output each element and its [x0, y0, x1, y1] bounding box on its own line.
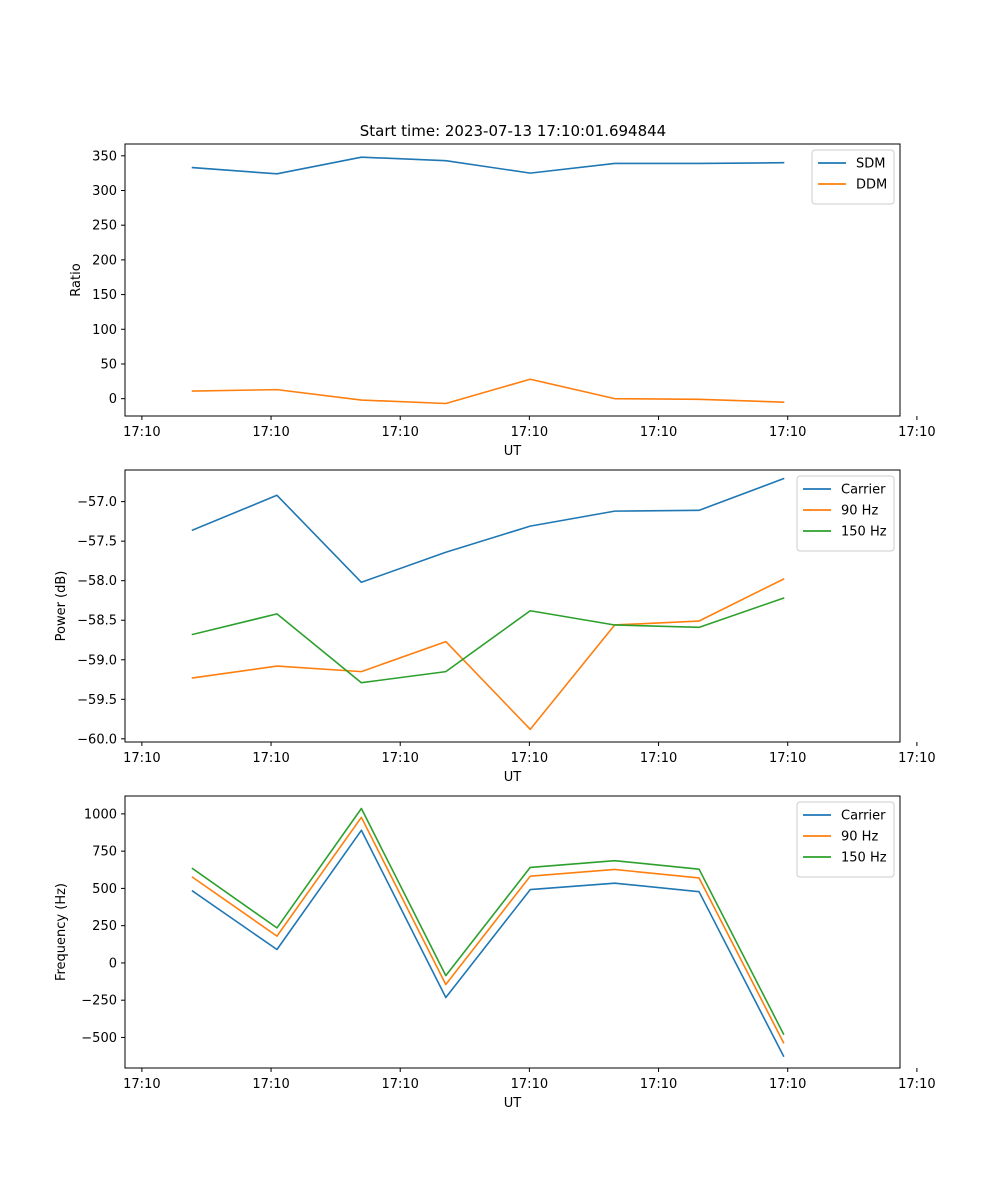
power-legend-label: 90 Hz — [841, 504, 878, 519]
frequency-x-tick-label: 17:10 — [511, 1077, 548, 1092]
ratio-y-tick-label: 350 — [92, 149, 117, 164]
power-x-tick-label: 17:10 — [640, 751, 677, 766]
power-y-axis-label: Power (dB) — [54, 571, 69, 642]
power-x-tick-label: 17:10 — [381, 751, 418, 766]
ratio-x-axis-label: UT — [504, 444, 522, 459]
ratio-legend-label: SDM — [856, 157, 885, 172]
ratio-panel: 17:10 17:10 17:10 17:10 17:10 17:10 17:10 0 50 10… — [69, 143, 936, 459]
figure-title: Start time: 2023-07-13 17:10:01.694844 — [360, 122, 666, 140]
frequency-series-carrier-line — [191, 829, 785, 1058]
frequency-x-axis-label: UT — [504, 1096, 522, 1111]
power-y-tick-label: −59.5 — [77, 693, 117, 708]
ratio-x-tick-label: 17:10 — [252, 425, 289, 440]
ratio-series-sdm-line — [191, 156, 785, 175]
power-legend-label: Carrier — [841, 483, 886, 498]
ratio-x-tick-label: 17:10 — [769, 425, 806, 440]
power-x-tick-label: 17:10 — [898, 751, 935, 766]
ratio-x-tick-label: 17:10 — [511, 425, 548, 440]
power-series-150-hz-line — [191, 597, 785, 684]
ratio-y-tick-label: 200 — [92, 253, 117, 268]
ratio-y-tick-label: 0 — [109, 392, 117, 407]
power-y-tick-label: −58.0 — [77, 574, 117, 589]
power-legend-label: 150 Hz — [841, 525, 887, 540]
power-legend: Carrier 90 Hz 150 Hz — [796, 475, 895, 552]
frequency-legend-label: Carrier — [841, 809, 886, 824]
ratio-x-tick-label: 17:10 — [898, 425, 935, 440]
ratio-x-tick-label: 17:10 — [381, 425, 418, 440]
power-y-tick-label: −59.0 — [77, 653, 117, 668]
power-x-axis-label: UT — [504, 770, 522, 785]
ratio-legend-label: DDM — [856, 178, 887, 193]
ratio-axes-frame — [124, 143, 901, 417]
frequency-x-tick-label: 17:10 — [381, 1077, 418, 1092]
power-y-tick-label: −58.5 — [77, 614, 117, 629]
frequency-y-tick-label: 0 — [109, 956, 117, 971]
frequency-y-tick-label: 500 — [92, 882, 117, 897]
ratio-y-tick-label: 50 — [100, 357, 117, 372]
power-series-90-hz-line — [191, 578, 785, 731]
frequency-y-tick-label: 1000 — [84, 807, 117, 822]
power-series-carrier-line — [191, 477, 785, 584]
frequency-y-tick-label: −500 — [81, 1031, 117, 1046]
ratio-y-tick-label: 100 — [92, 323, 117, 338]
ratio-y-tick-label: 250 — [92, 219, 117, 234]
power-y-tick-label: −57.5 — [77, 535, 117, 550]
frequency-y-tick-label: 250 — [92, 919, 117, 934]
frequency-legend-label: 150 Hz — [841, 851, 887, 866]
ratio-series-ddm-line — [191, 378, 785, 405]
frequency-x-tick-label: 17:10 — [898, 1077, 935, 1092]
power-x-tick-label: 17:10 — [123, 751, 160, 766]
frequency-panel: 17:10 17:10 17:10 17:10 17:10 17:10 17:10 −500 −… — [54, 795, 936, 1111]
frequency-x-tick-label: 17:10 — [769, 1077, 806, 1092]
ratio-x-tick-label: 17:10 — [640, 425, 677, 440]
power-panel: 17:10 17:10 17:10 17:10 17:10 17:10 17:10 −60.0… — [54, 469, 936, 785]
power-y-tick-label: −60.0 — [77, 732, 117, 747]
frequency-legend-box — [796, 801, 895, 878]
ratio-y-tick-label: 150 — [92, 288, 117, 303]
ratio-legend: SDM DDM — [811, 149, 895, 205]
power-x-tick-label: 17:10 — [769, 751, 806, 766]
power-legend-box — [796, 475, 895, 552]
frequency-x-tick-label: 17:10 — [640, 1077, 677, 1092]
ratio-y-tick-label: 300 — [92, 184, 117, 199]
frequency-legend: Carrier 90 Hz 150 Hz — [796, 801, 895, 878]
frequency-x-tick-label: 17:10 — [252, 1077, 289, 1092]
power-x-tick-label: 17:10 — [252, 751, 289, 766]
power-x-tick-label: 17:10 — [511, 751, 548, 766]
frequency-series-150-hz-line — [191, 807, 785, 1036]
frequency-axes-frame — [124, 795, 901, 1069]
ratio-y-axis-label: Ratio — [69, 263, 84, 296]
ratio-x-tick-label: 17:10 — [123, 425, 160, 440]
frequency-series-90-hz-line — [191, 816, 785, 1044]
frequency-y-tick-label: −250 — [81, 994, 117, 1009]
frequency-legend-label: 90 Hz — [841, 830, 878, 845]
frequency-y-axis-label: Frequency (Hz) — [54, 883, 69, 981]
frequency-y-tick-label: 750 — [92, 845, 117, 860]
frequency-x-tick-label: 17:10 — [123, 1077, 160, 1092]
power-axes-frame — [124, 469, 901, 743]
power-y-tick-label: −57.0 — [77, 495, 117, 510]
